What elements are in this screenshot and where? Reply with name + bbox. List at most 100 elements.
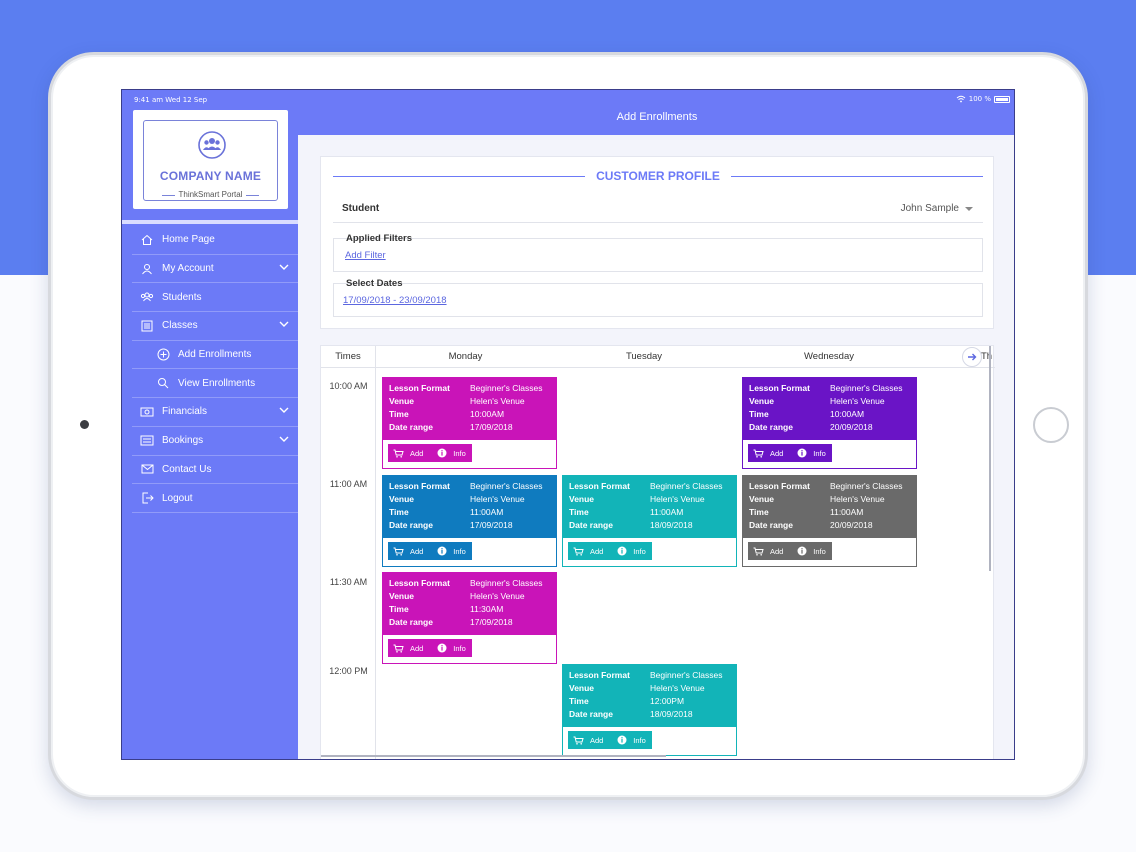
info-button-label: Info [453, 448, 466, 458]
lesson-details: Lesson Format Beginner's Classes Venue Hele… [743, 378, 916, 440]
logo-card[interactable]: COMPANY NAME ThinkSmart Portal [133, 110, 288, 209]
cart-icon [573, 547, 584, 556]
sidebar-divider [122, 220, 298, 224]
schedule-header: Times Monday Tuesday Wednesday Th [321, 346, 995, 368]
lesson-details: Lesson Format Beginner's Classes Venue Hele… [383, 378, 556, 440]
lesson-details: Lesson Format Beginner's Classes Venue Hele… [743, 476, 916, 538]
time-label: 11:30 AM [329, 577, 368, 587]
add-button[interactable]: Add [568, 542, 613, 560]
list-icon [138, 320, 156, 332]
time-value: 12:00PM [650, 696, 685, 706]
add-button-label: Add [770, 546, 784, 556]
add-button[interactable]: Add [388, 444, 433, 462]
info-button-label: Info [813, 448, 826, 458]
lesson-format-label: Lesson Format [389, 383, 450, 393]
time-label: Time [749, 507, 769, 517]
sidebar-item-label: Add Enrollments [178, 349, 252, 361]
chevron-down-icon[interactable] [279, 264, 289, 271]
sidebar: 9:41 am Wed 12 Sep COMPANY NAME ThinkSma… [122, 90, 298, 759]
venue-label: Venue [569, 494, 595, 504]
chevron-down-icon[interactable] [279, 407, 289, 414]
sidebar-item-label: Financials [162, 406, 208, 418]
sidebar-item-label: Logout [162, 492, 193, 504]
add-button-label: Add [410, 448, 424, 458]
sidebar-item-label: Classes [162, 320, 198, 332]
sidebar-item-bookings[interactable]: Bookings [132, 427, 298, 456]
sidebar-item-classes[interactable]: Classes [132, 312, 298, 341]
sidebar-item-view-enrollments[interactable]: View Enrollments [132, 369, 298, 399]
add-button-label: Add [770, 448, 784, 458]
user-icon [138, 263, 156, 275]
chevron-down-icon[interactable] [279, 321, 289, 328]
date-range-label: Date range [749, 422, 793, 432]
sidebar-item-label: Bookings [162, 435, 204, 447]
add-button[interactable]: Add [748, 444, 793, 462]
time-label: Time [389, 409, 409, 419]
caret-down-icon [965, 207, 973, 211]
info-button[interactable]: Info [432, 444, 473, 462]
date-range-link[interactable]: 17/09/2018 - 23/09/2018 [343, 295, 447, 306]
info-icon [437, 546, 447, 556]
info-button[interactable]: Info [792, 542, 833, 560]
chevron-down-icon[interactable] [279, 436, 289, 443]
add-button[interactable]: Add [388, 542, 433, 560]
info-button-label: Info [813, 546, 826, 556]
venue-value: Helen's Venue [470, 591, 525, 601]
page-title: Add Enrollments [616, 111, 698, 123]
info-button[interactable]: Info [612, 731, 653, 749]
top-bar: 100 % Add Enrollments [298, 90, 1014, 135]
day-header-monday: Monday [448, 351, 483, 362]
info-button[interactable]: Info [432, 639, 473, 657]
sidebar-item-home[interactable]: Home Page [132, 226, 298, 255]
profile-title-row: CUSTOMER PROFILE [333, 167, 983, 187]
info-button[interactable]: Info [792, 444, 833, 462]
lesson-details: Lesson Format Beginner's Classes Venue Hele… [563, 476, 736, 538]
venue-value: Helen's Venue [830, 494, 885, 504]
add-button[interactable]: Add [748, 542, 793, 560]
time-label: Time [569, 507, 589, 517]
add-button-label: Add [410, 546, 424, 556]
sidebar-item-contact-us[interactable]: Contact Us [132, 456, 298, 485]
add-button[interactable]: Add [388, 639, 433, 657]
add-filter-link[interactable]: Add Filter [345, 250, 386, 261]
horizontal-scrollbar[interactable] [321, 755, 666, 757]
venue-label: Venue [749, 494, 775, 504]
student-value: John Sample [900, 203, 959, 214]
student-label: Student [342, 203, 380, 214]
vertical-scrollbar[interactable] [989, 346, 991, 571]
sidebar-item-add-enrollments[interactable]: Add Enrollments [132, 341, 298, 370]
students-icon [138, 291, 156, 303]
time-label: Time [389, 507, 409, 517]
venue-value: Helen's Venue [470, 396, 525, 406]
lesson-format-label: Lesson Format [569, 481, 630, 491]
home-button[interactable] [1033, 407, 1069, 443]
add-button-label: Add [590, 735, 604, 745]
info-button[interactable]: Info [612, 542, 653, 560]
applied-filters-label: Applied Filters [346, 233, 412, 244]
plus-circle-icon [154, 348, 172, 361]
sidebar-item-logout[interactable]: Logout [132, 484, 298, 513]
lesson-card: Lesson Format Beginner's Classes Venue Hele… [562, 475, 737, 567]
lesson-format-value: Beginner's Classes [650, 481, 723, 491]
date-range-label: Date range [569, 520, 613, 530]
add-button-label: Add [590, 546, 604, 556]
sidebar-item-financials[interactable]: Financials [132, 398, 298, 427]
lesson-format-value: Beginner's Classes [830, 383, 903, 393]
applied-filters-box: Applied Filters Add Filter [333, 233, 983, 272]
cart-icon [753, 547, 764, 556]
info-icon [437, 448, 447, 458]
sidebar-item-students[interactable]: Students [132, 283, 298, 313]
cart-icon [393, 449, 404, 458]
student-select[interactable]: Student John Sample [333, 195, 983, 223]
date-range-value: 17/09/2018 [470, 520, 513, 530]
sidebar-item-my-account[interactable]: My Account [132, 255, 298, 284]
info-button-label: Info [453, 643, 466, 653]
info-button[interactable]: Info [432, 542, 473, 560]
sidebar-item-label: Contact Us [162, 463, 212, 475]
select-dates-label: Select Dates [346, 278, 403, 289]
venue-label: Venue [389, 494, 415, 504]
times-column: 10:00 AM 11:00 AM 11:30 AM 12:00 PM [321, 368, 376, 759]
next-day-button[interactable] [962, 347, 982, 367]
add-button[interactable]: Add [568, 731, 613, 749]
sidebar-item-label: Home Page [162, 234, 215, 246]
